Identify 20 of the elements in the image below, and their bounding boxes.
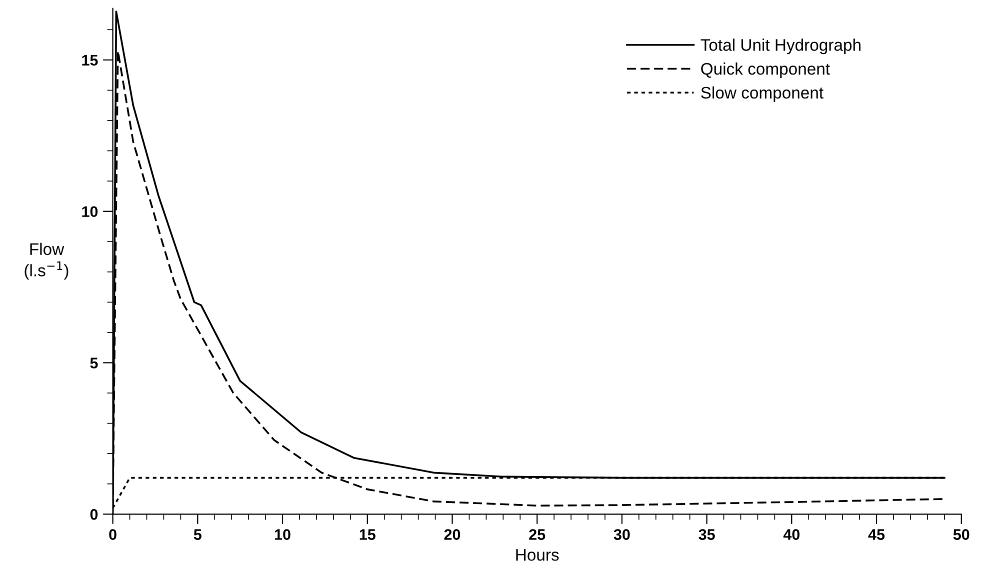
x-tick-label: 0: [109, 529, 116, 540]
x-tick-label: 40: [783, 529, 800, 540]
x-tick-label: 10: [274, 529, 290, 540]
y-tick-label: 5: [90, 358, 98, 368]
x-tick-label: 35: [698, 529, 715, 540]
x-tick-label: 50: [953, 529, 970, 540]
y-tick-label: 10: [82, 206, 98, 218]
y-tick-label: 15: [82, 54, 98, 66]
y-tick-label: 0: [90, 509, 98, 520]
legend-label: Total Unit Hydrograph: [700, 38, 860, 54]
legend-label: Slow component: [701, 86, 824, 102]
x-tick-label: 25: [529, 529, 546, 540]
x-tick-label: 45: [868, 529, 885, 540]
x-tick-label: 30: [614, 529, 630, 540]
legend-label: Quick component: [701, 62, 830, 78]
x-tick-label: 20: [444, 529, 460, 540]
x-axis-title: Hours: [516, 549, 559, 561]
x-tick-label: 5: [194, 529, 202, 540]
y-axis-title: Flow (l.s$^{−1}$): [24, 242, 68, 280]
x-tick-label: 15: [360, 529, 376, 540]
